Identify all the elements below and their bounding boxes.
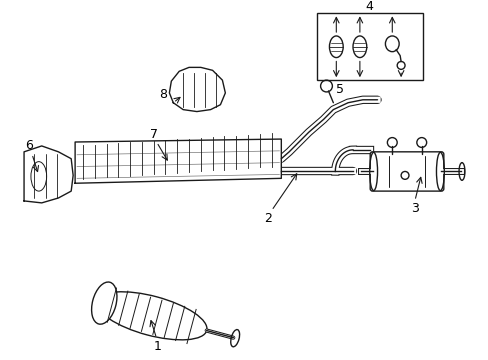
Polygon shape: [169, 67, 225, 112]
Text: 2: 2: [263, 212, 271, 225]
Text: 4: 4: [365, 0, 373, 13]
Text: 5: 5: [336, 84, 344, 96]
Bar: [316, 13, 422, 80]
Polygon shape: [75, 139, 281, 183]
Polygon shape: [24, 146, 73, 203]
Text: 8: 8: [159, 88, 167, 102]
Ellipse shape: [91, 282, 117, 324]
Ellipse shape: [329, 36, 343, 58]
Text: 7: 7: [149, 128, 157, 141]
FancyBboxPatch shape: [369, 152, 443, 191]
Ellipse shape: [352, 36, 366, 58]
Text: 1: 1: [153, 340, 161, 353]
Text: 3: 3: [410, 202, 418, 215]
Ellipse shape: [96, 292, 206, 340]
Text: 6: 6: [25, 139, 33, 152]
